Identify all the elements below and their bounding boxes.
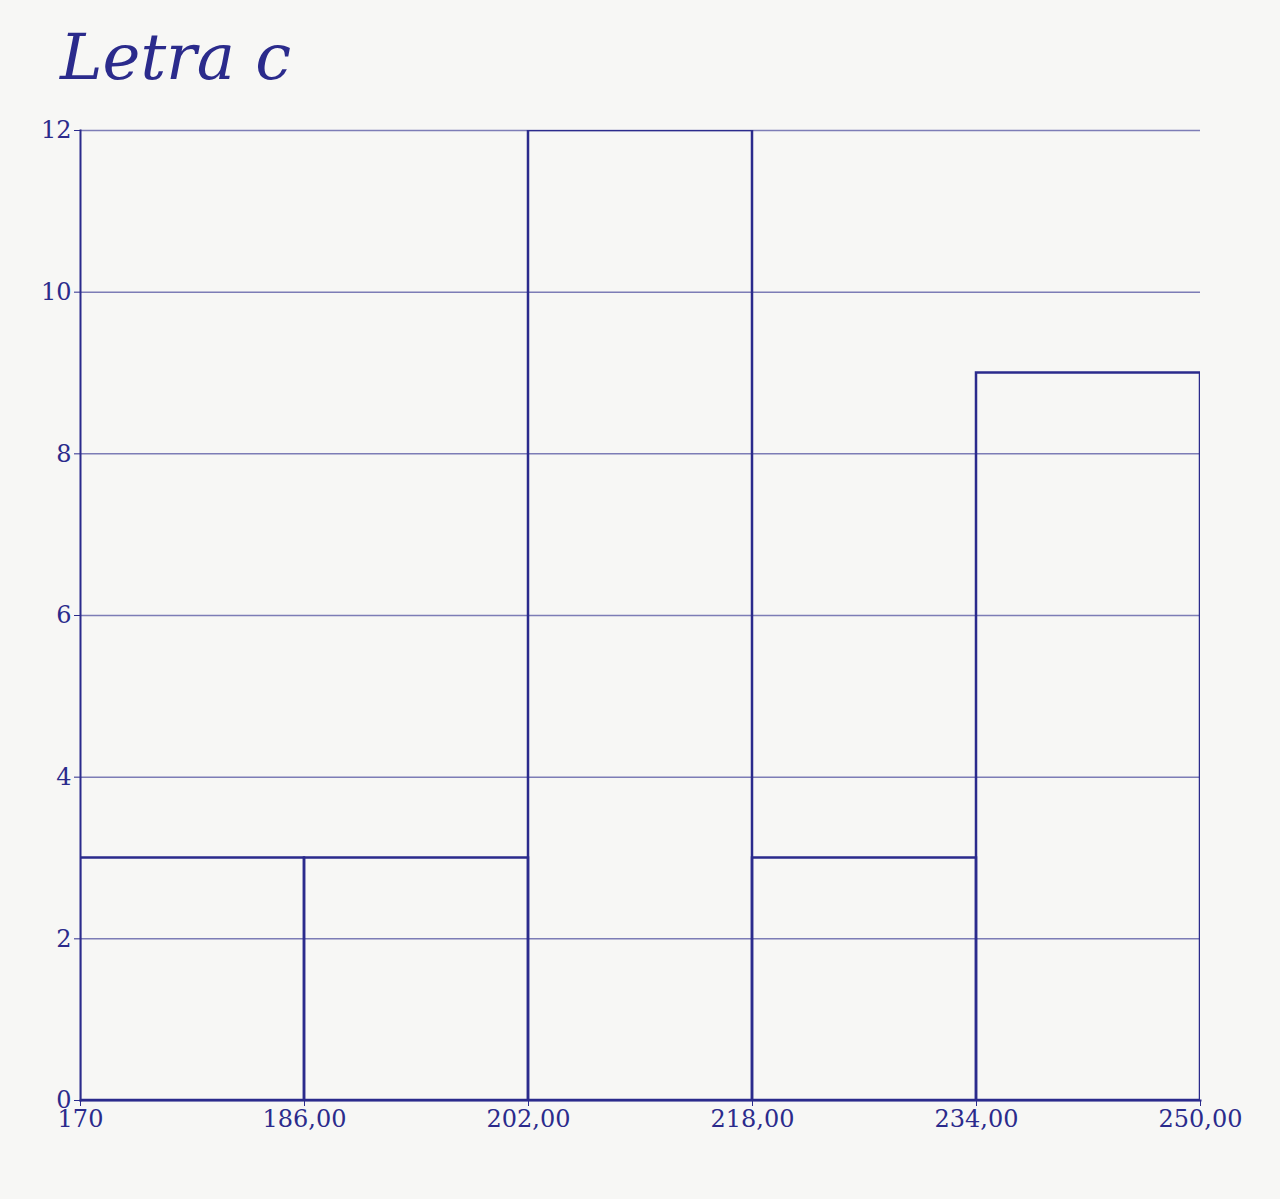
svg-text:6: 6 xyxy=(56,601,71,629)
svg-text:8: 8 xyxy=(56,440,71,468)
svg-text:0: 0 xyxy=(56,1086,72,1115)
svg-text:234,00: 234,00 xyxy=(935,1105,1019,1133)
svg-text:218,00: 218,00 xyxy=(711,1105,795,1133)
svg-text:10: 10 xyxy=(41,278,72,306)
svg-text:170: 170 xyxy=(58,1105,104,1133)
svg-text:2: 2 xyxy=(56,925,71,953)
svg-text:250,00: 250,00 xyxy=(1159,1105,1243,1133)
svg-text:12: 12 xyxy=(41,116,72,144)
svg-text:186,00: 186,00 xyxy=(263,1105,347,1133)
html-text:Letra c: Letra c xyxy=(60,20,291,94)
svg-text:4: 4 xyxy=(56,763,71,791)
svg-text:202,00: 202,00 xyxy=(487,1105,571,1133)
